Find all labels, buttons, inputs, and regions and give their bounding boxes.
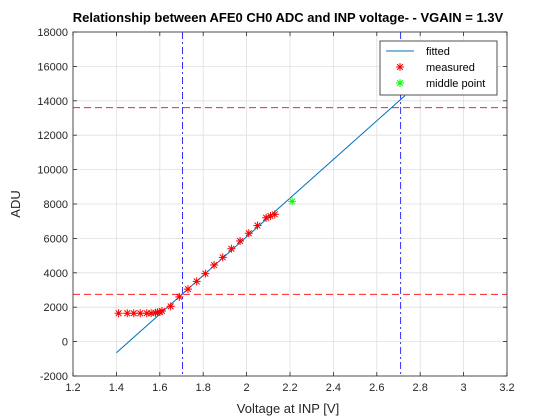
x-tick-label: 3 bbox=[461, 382, 467, 394]
chart-title: Relationship between AFE0 CH0 ADC and IN… bbox=[73, 10, 504, 25]
measured-point bbox=[218, 253, 227, 262]
measured-point bbox=[123, 309, 132, 318]
y-tick-label: 6000 bbox=[44, 233, 68, 245]
reference-lines bbox=[73, 32, 507, 376]
legend-swatch-measured bbox=[396, 63, 404, 71]
legend-swatch-middle-point bbox=[396, 79, 404, 87]
y-tick-label: 12000 bbox=[37, 130, 68, 142]
legend-label-measured: measured bbox=[426, 62, 475, 74]
measured-point bbox=[136, 309, 145, 318]
measured-point bbox=[192, 277, 201, 286]
x-tick-label: 3.2 bbox=[499, 382, 514, 394]
x-tick-label: 2.6 bbox=[369, 382, 384, 394]
x-axis-label: Voltage at INP [V] bbox=[237, 401, 339, 416]
axis-ticks: 1.2 1.4 1.6 1.8 2 2.2 2.4 2.6 2.8 3 3.2 -2000 0 2000 4… bbox=[37, 27, 514, 394]
measured-point bbox=[227, 244, 236, 253]
measured-point bbox=[147, 309, 156, 318]
legend: fitted measured middle point bbox=[379, 40, 498, 96]
y-tick-label: 14000 bbox=[37, 96, 68, 108]
measured-point bbox=[236, 236, 245, 245]
y-tick-label: 2000 bbox=[44, 302, 68, 314]
measured-point bbox=[129, 309, 138, 318]
middle-point-point bbox=[288, 197, 297, 206]
measured-point bbox=[114, 309, 123, 318]
measured-point bbox=[266, 212, 275, 221]
fitted-line bbox=[116, 95, 406, 354]
x-tick-label: 1.8 bbox=[196, 382, 211, 394]
measured-point bbox=[184, 285, 193, 294]
measured-point bbox=[201, 269, 210, 278]
y-tick-label: 0 bbox=[62, 337, 68, 349]
measured-point bbox=[262, 213, 271, 222]
measured-point bbox=[210, 261, 219, 270]
measured-point bbox=[244, 229, 253, 238]
x-tick-label: 2.2 bbox=[282, 382, 297, 394]
x-tick-label: 1.6 bbox=[152, 382, 167, 394]
series bbox=[114, 95, 406, 354]
x-tick-label: 2 bbox=[244, 382, 250, 394]
y-tick-label: 16000 bbox=[37, 61, 68, 73]
measured-point bbox=[270, 210, 279, 219]
y-tick-label: 18000 bbox=[37, 27, 68, 39]
x-tick-label: 2.8 bbox=[413, 382, 428, 394]
legend-label-middle-point: middle point bbox=[426, 78, 485, 90]
y-tick-label: 10000 bbox=[37, 165, 68, 177]
y-tick-label: -2000 bbox=[40, 371, 68, 383]
measured-point bbox=[253, 221, 262, 230]
y-tick-label: 4000 bbox=[44, 268, 68, 280]
y-tick-label: 8000 bbox=[44, 199, 68, 211]
x-tick-label: 2.4 bbox=[326, 382, 341, 394]
measured-point bbox=[157, 306, 166, 315]
x-tick-label: 1.2 bbox=[65, 382, 80, 394]
measured-point bbox=[142, 309, 151, 318]
measured-point bbox=[166, 302, 175, 311]
y-axis-label: ADU bbox=[8, 190, 23, 217]
measured-point bbox=[155, 308, 164, 317]
x-tick-label: 1.4 bbox=[109, 382, 124, 394]
measured-point bbox=[175, 292, 184, 301]
legend-label-fitted: fitted bbox=[426, 46, 450, 58]
